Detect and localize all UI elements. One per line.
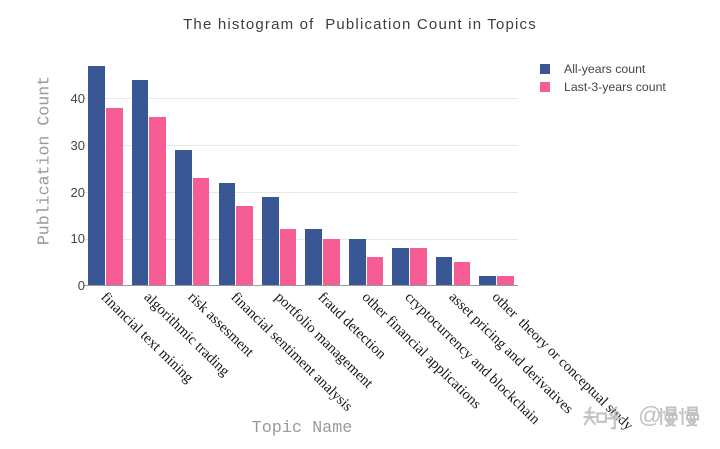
svg-text:@: @ [638, 402, 662, 428]
